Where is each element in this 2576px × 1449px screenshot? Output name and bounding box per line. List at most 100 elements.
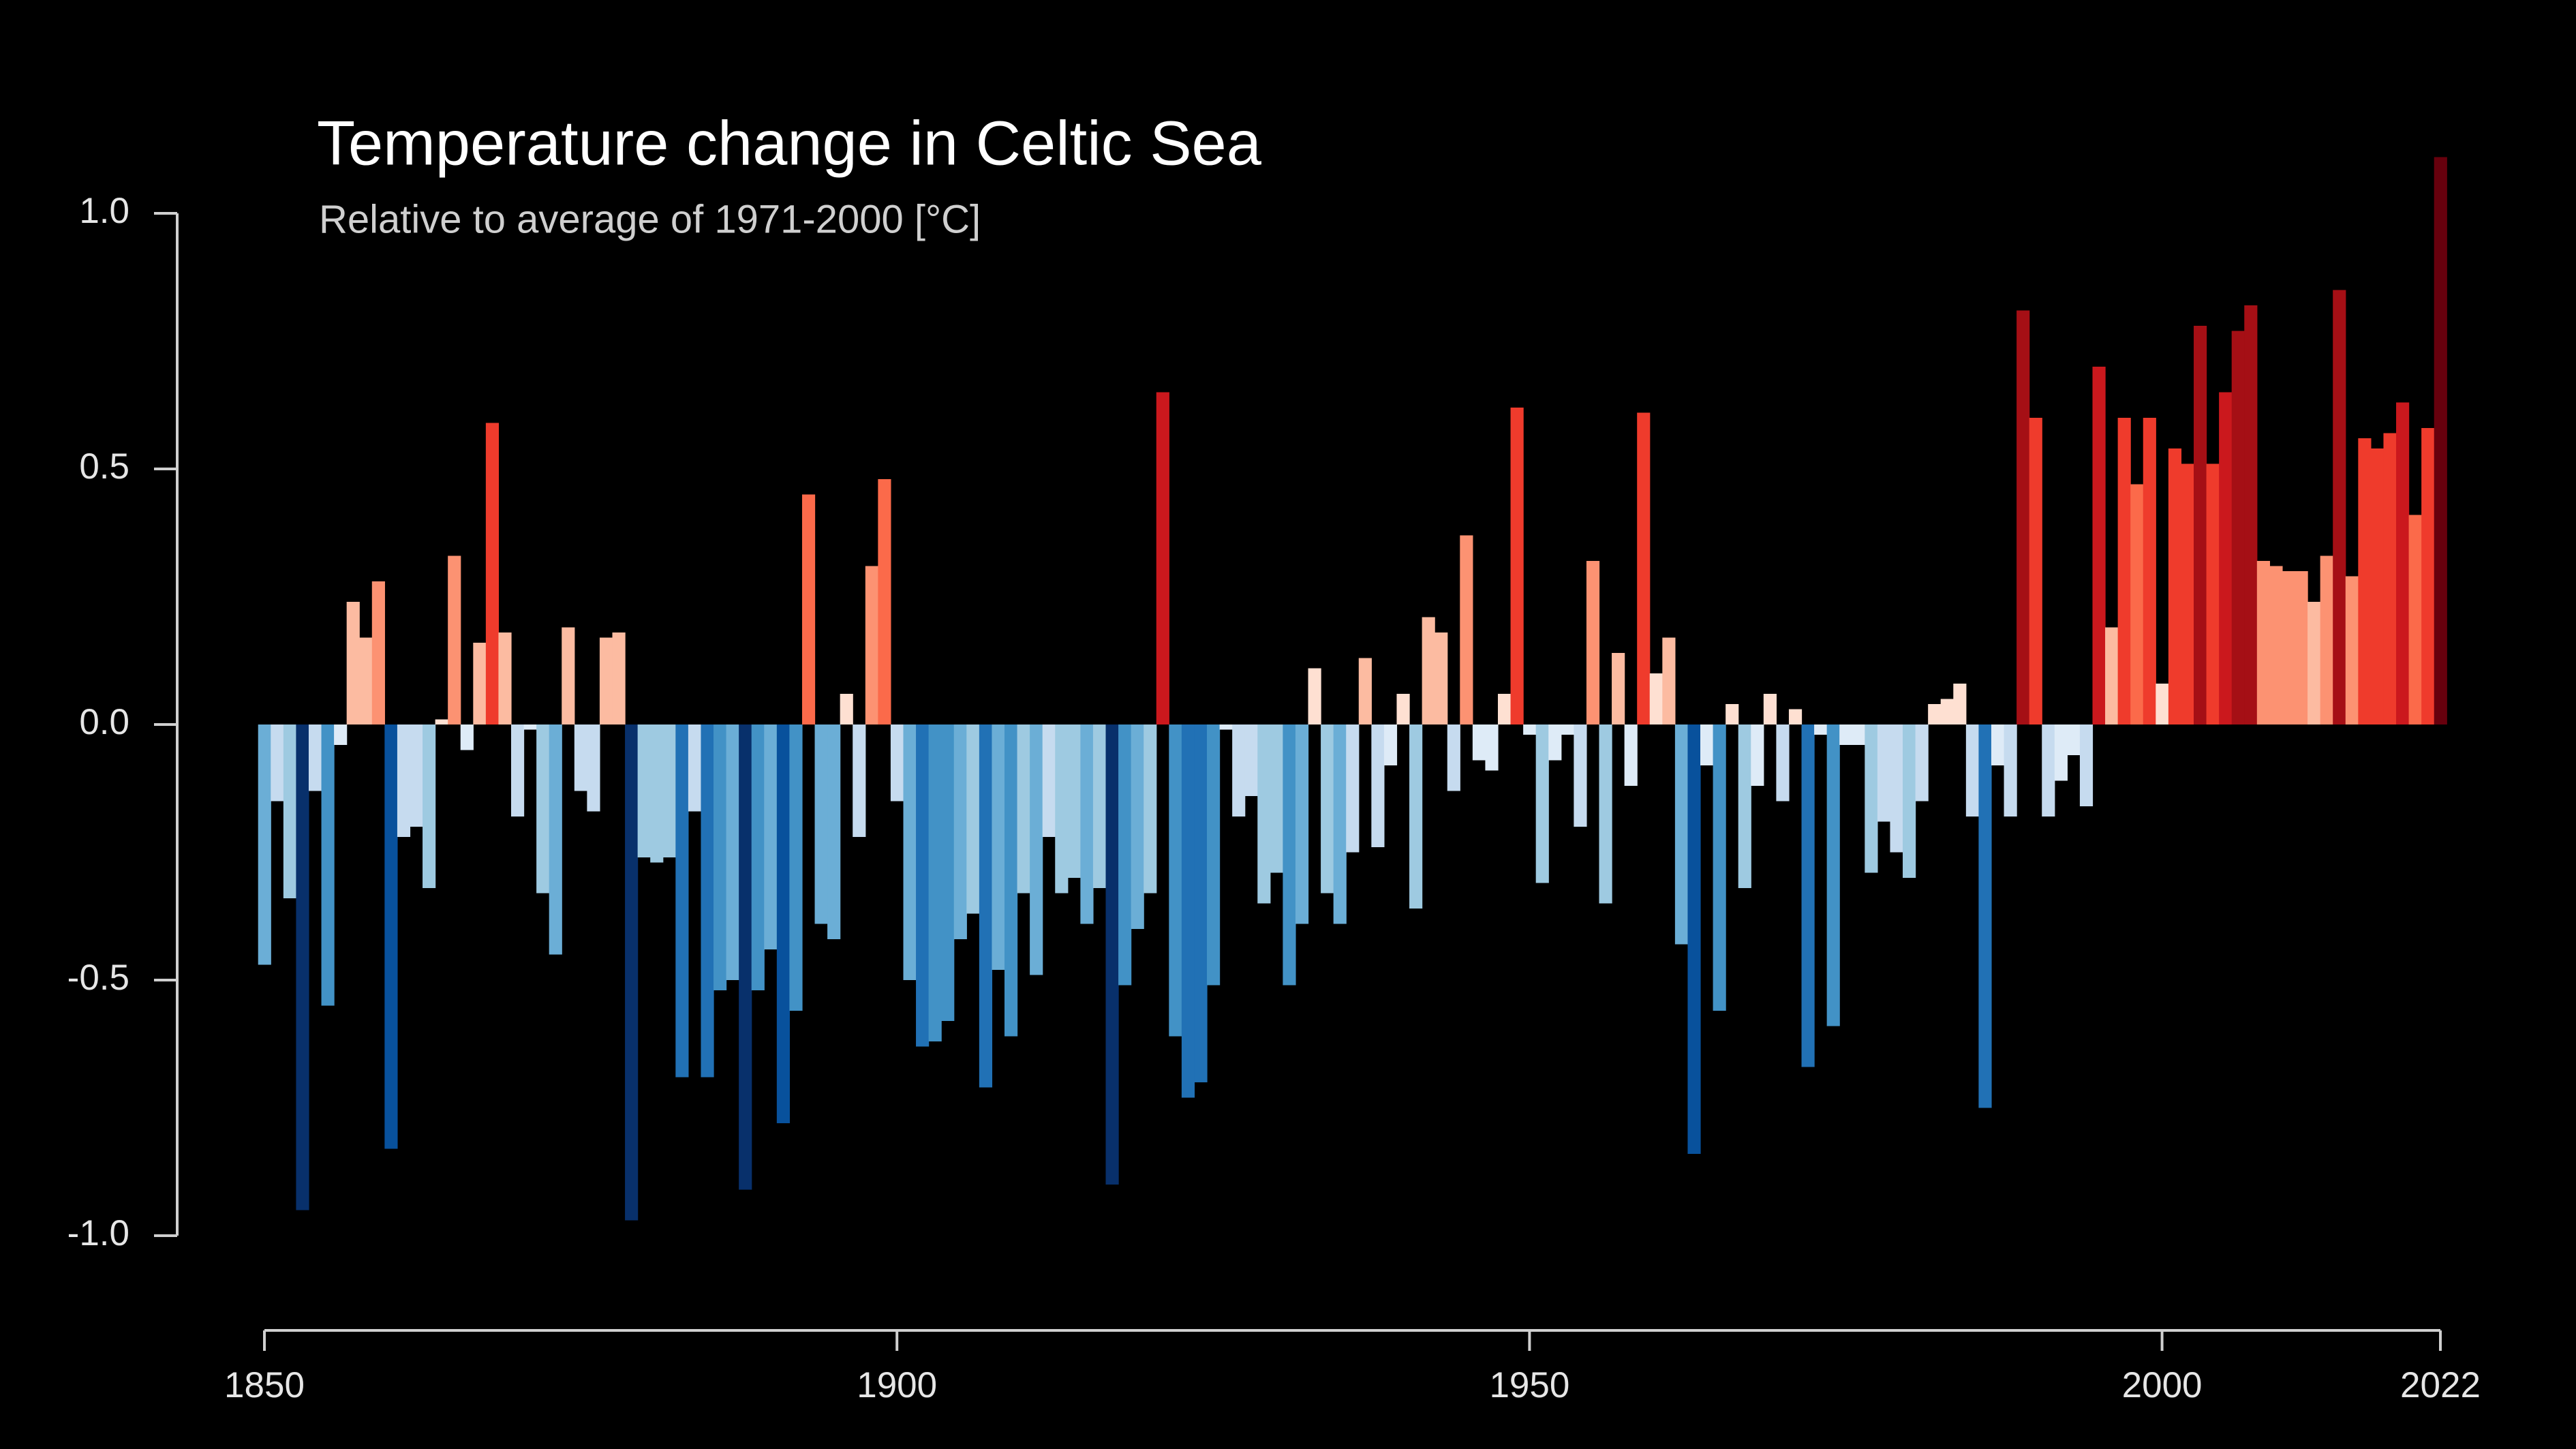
bar xyxy=(1080,724,1094,924)
bar xyxy=(334,724,348,745)
bar xyxy=(2156,684,2169,724)
bar xyxy=(1826,724,1840,1026)
bar xyxy=(1460,535,1473,724)
y-tick-label: -1.0 xyxy=(67,1213,129,1253)
bar xyxy=(423,724,436,888)
bar xyxy=(2231,331,2245,724)
bar xyxy=(549,724,562,955)
bar xyxy=(1839,724,1853,745)
bar xyxy=(2092,367,2106,724)
bar xyxy=(1219,724,1233,730)
bar xyxy=(675,724,689,1078)
bar xyxy=(1131,724,1144,929)
bar xyxy=(1283,724,1296,986)
x-tick-label: 1850 xyxy=(224,1365,305,1405)
bar xyxy=(2206,463,2220,724)
bar xyxy=(1865,724,1878,873)
bar xyxy=(1396,694,1410,724)
bar xyxy=(953,724,967,939)
x-tick-label: 1900 xyxy=(857,1365,937,1405)
bar xyxy=(1751,724,1764,786)
bar xyxy=(1207,724,1221,986)
bar xyxy=(2181,463,2194,724)
bar xyxy=(2117,418,2131,724)
bar xyxy=(1055,724,1069,894)
bar xyxy=(1042,724,1056,837)
y-tick-label: -0.5 xyxy=(67,958,129,998)
bar xyxy=(1308,668,1321,724)
bar xyxy=(346,602,360,724)
bar xyxy=(485,423,500,724)
bar xyxy=(1674,724,1689,945)
bar xyxy=(801,494,816,724)
bar xyxy=(2370,448,2385,724)
bar xyxy=(992,724,1005,970)
bar xyxy=(1435,632,1448,724)
bar xyxy=(701,724,714,1078)
bar xyxy=(1169,724,1182,1037)
bar xyxy=(371,581,385,724)
bar xyxy=(1181,724,1195,1098)
bar xyxy=(1257,724,1271,904)
bar xyxy=(1535,724,1549,883)
bar xyxy=(2256,561,2270,724)
y-tick-label: 0.5 xyxy=(79,446,129,487)
bar xyxy=(714,724,727,990)
chart-title: Temperature change in Celtic Sea xyxy=(317,108,1262,178)
bar xyxy=(448,555,461,724)
bar xyxy=(384,724,398,1149)
bar xyxy=(2383,433,2397,724)
bar xyxy=(2029,418,2042,724)
bar xyxy=(1409,724,1423,909)
bar xyxy=(726,724,739,980)
bar xyxy=(2067,724,2081,755)
bar xyxy=(764,724,778,949)
bar xyxy=(1244,724,1258,796)
bar xyxy=(2054,724,2068,781)
bar xyxy=(966,724,980,914)
bar xyxy=(574,724,587,791)
bar xyxy=(523,724,537,730)
bar xyxy=(1612,653,1625,724)
bar xyxy=(878,479,891,724)
bar xyxy=(890,724,904,802)
bar xyxy=(2307,602,2321,724)
bar xyxy=(1371,724,1385,847)
bar xyxy=(2269,566,2283,724)
bar xyxy=(1144,724,1157,894)
bar xyxy=(1726,704,1739,724)
bar xyxy=(637,724,651,857)
bar xyxy=(2168,448,2182,724)
bar xyxy=(599,637,613,724)
chart-subtitle: Relative to average of 1971-2000 [°C] xyxy=(319,197,981,241)
bar xyxy=(1067,724,1081,878)
bar xyxy=(562,627,575,724)
bar xyxy=(2434,157,2447,724)
bar xyxy=(2143,418,2156,724)
bar xyxy=(1890,724,1903,853)
bar xyxy=(1928,704,1942,724)
bar xyxy=(1713,724,1726,1011)
bar xyxy=(1004,724,1018,1037)
bar xyxy=(662,724,676,857)
bar xyxy=(1472,724,1486,761)
bar xyxy=(1497,694,1512,724)
bar xyxy=(2320,555,2333,724)
bar xyxy=(1321,724,1334,894)
bar xyxy=(283,724,297,898)
y-tick-label: 1.0 xyxy=(79,191,129,231)
bar xyxy=(776,724,791,1123)
bar xyxy=(271,724,284,802)
bar xyxy=(410,724,423,827)
bar xyxy=(941,724,955,1021)
bar xyxy=(1485,724,1499,771)
bar xyxy=(2017,310,2030,724)
bar xyxy=(916,724,930,1047)
bar xyxy=(1763,694,1777,724)
bar xyxy=(1548,724,1562,761)
bar xyxy=(1738,724,1751,888)
bar xyxy=(587,724,600,812)
bar xyxy=(789,724,803,1011)
